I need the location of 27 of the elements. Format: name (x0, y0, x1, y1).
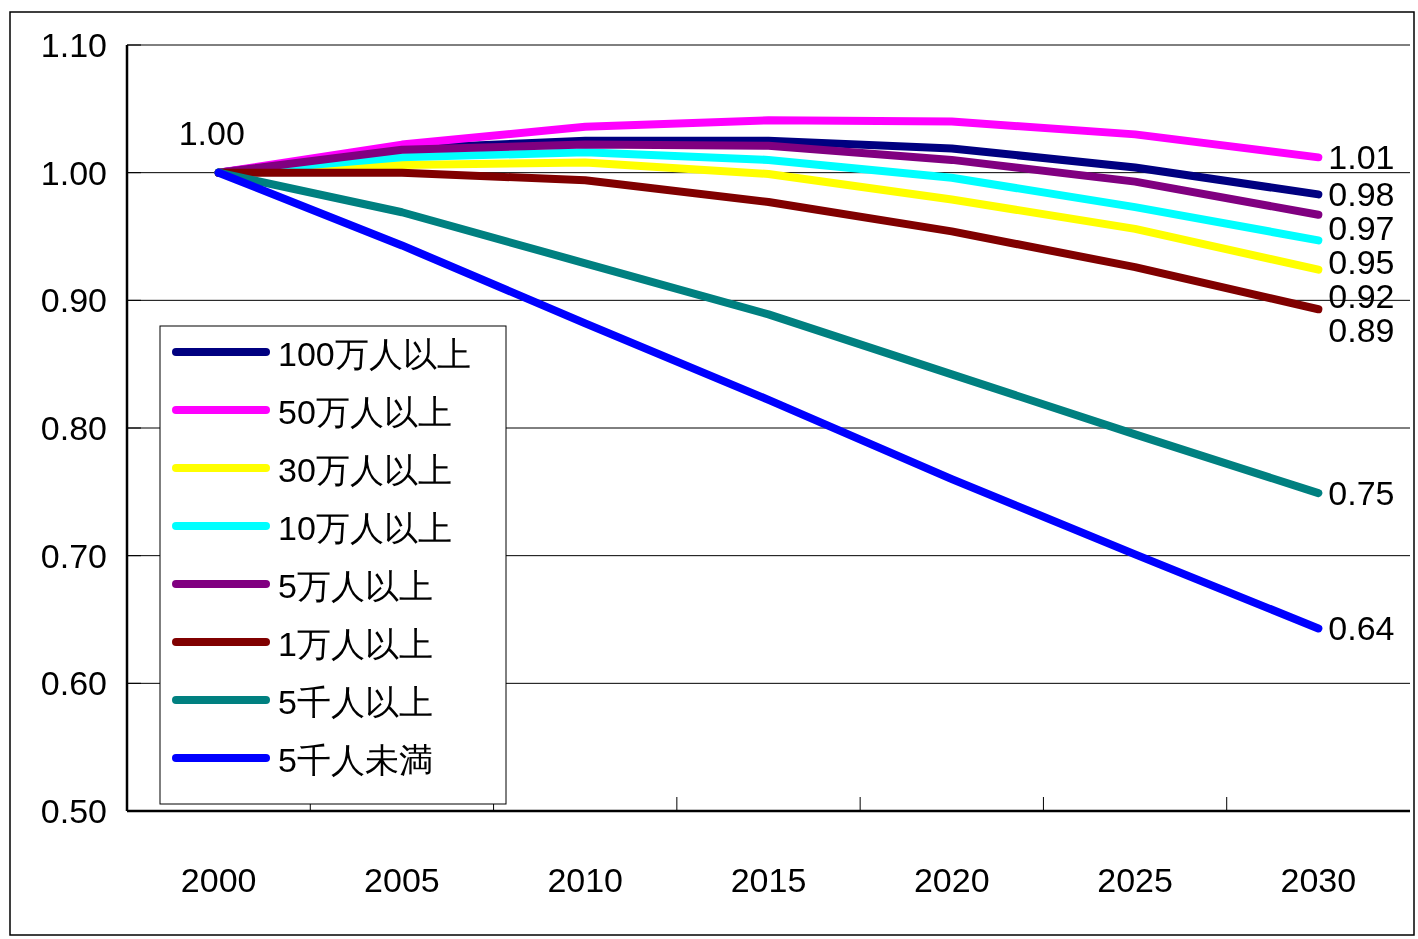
y-tick-label: 1.00 (40, 153, 107, 192)
legend-label: 100万人以上 (278, 335, 471, 373)
data-label: 1.00 (178, 113, 245, 152)
data-label: 0.64 (1328, 609, 1395, 648)
y-tick-label: 0.60 (40, 664, 107, 703)
y-tick-label: 0.70 (40, 536, 107, 575)
legend-label: 5万人以上 (278, 567, 433, 605)
legend-label: 5千人未満 (278, 741, 433, 779)
x-tick-label: 2010 (547, 861, 624, 899)
x-tick-label: 2000 (180, 861, 257, 899)
legend-label: 30万人以上 (278, 451, 452, 489)
legend-label: 5千人以上 (278, 683, 433, 721)
x-tick-label: 2025 (1097, 861, 1173, 899)
data-label: 0.89 (1328, 311, 1395, 350)
legend-label: 1万人以上 (278, 625, 433, 663)
data-label: 0.75 (1328, 474, 1395, 513)
x-tick-label: 2005 (364, 861, 440, 899)
legend-label: 50万人以上 (278, 393, 452, 431)
y-tick-label: 0.90 (40, 281, 107, 320)
data-label: 1.01 (1328, 138, 1395, 177)
x-tick-label: 2020 (913, 861, 990, 899)
legend-label: 10万人以上 (278, 509, 452, 547)
x-tick-label: 2015 (730, 861, 807, 899)
y-tick-label: 0.80 (40, 409, 107, 447)
x-tick-label: 2030 (1280, 861, 1357, 899)
y-tick-label: 1.10 (40, 26, 107, 64)
y-tick-label: 0.50 (40, 792, 107, 830)
